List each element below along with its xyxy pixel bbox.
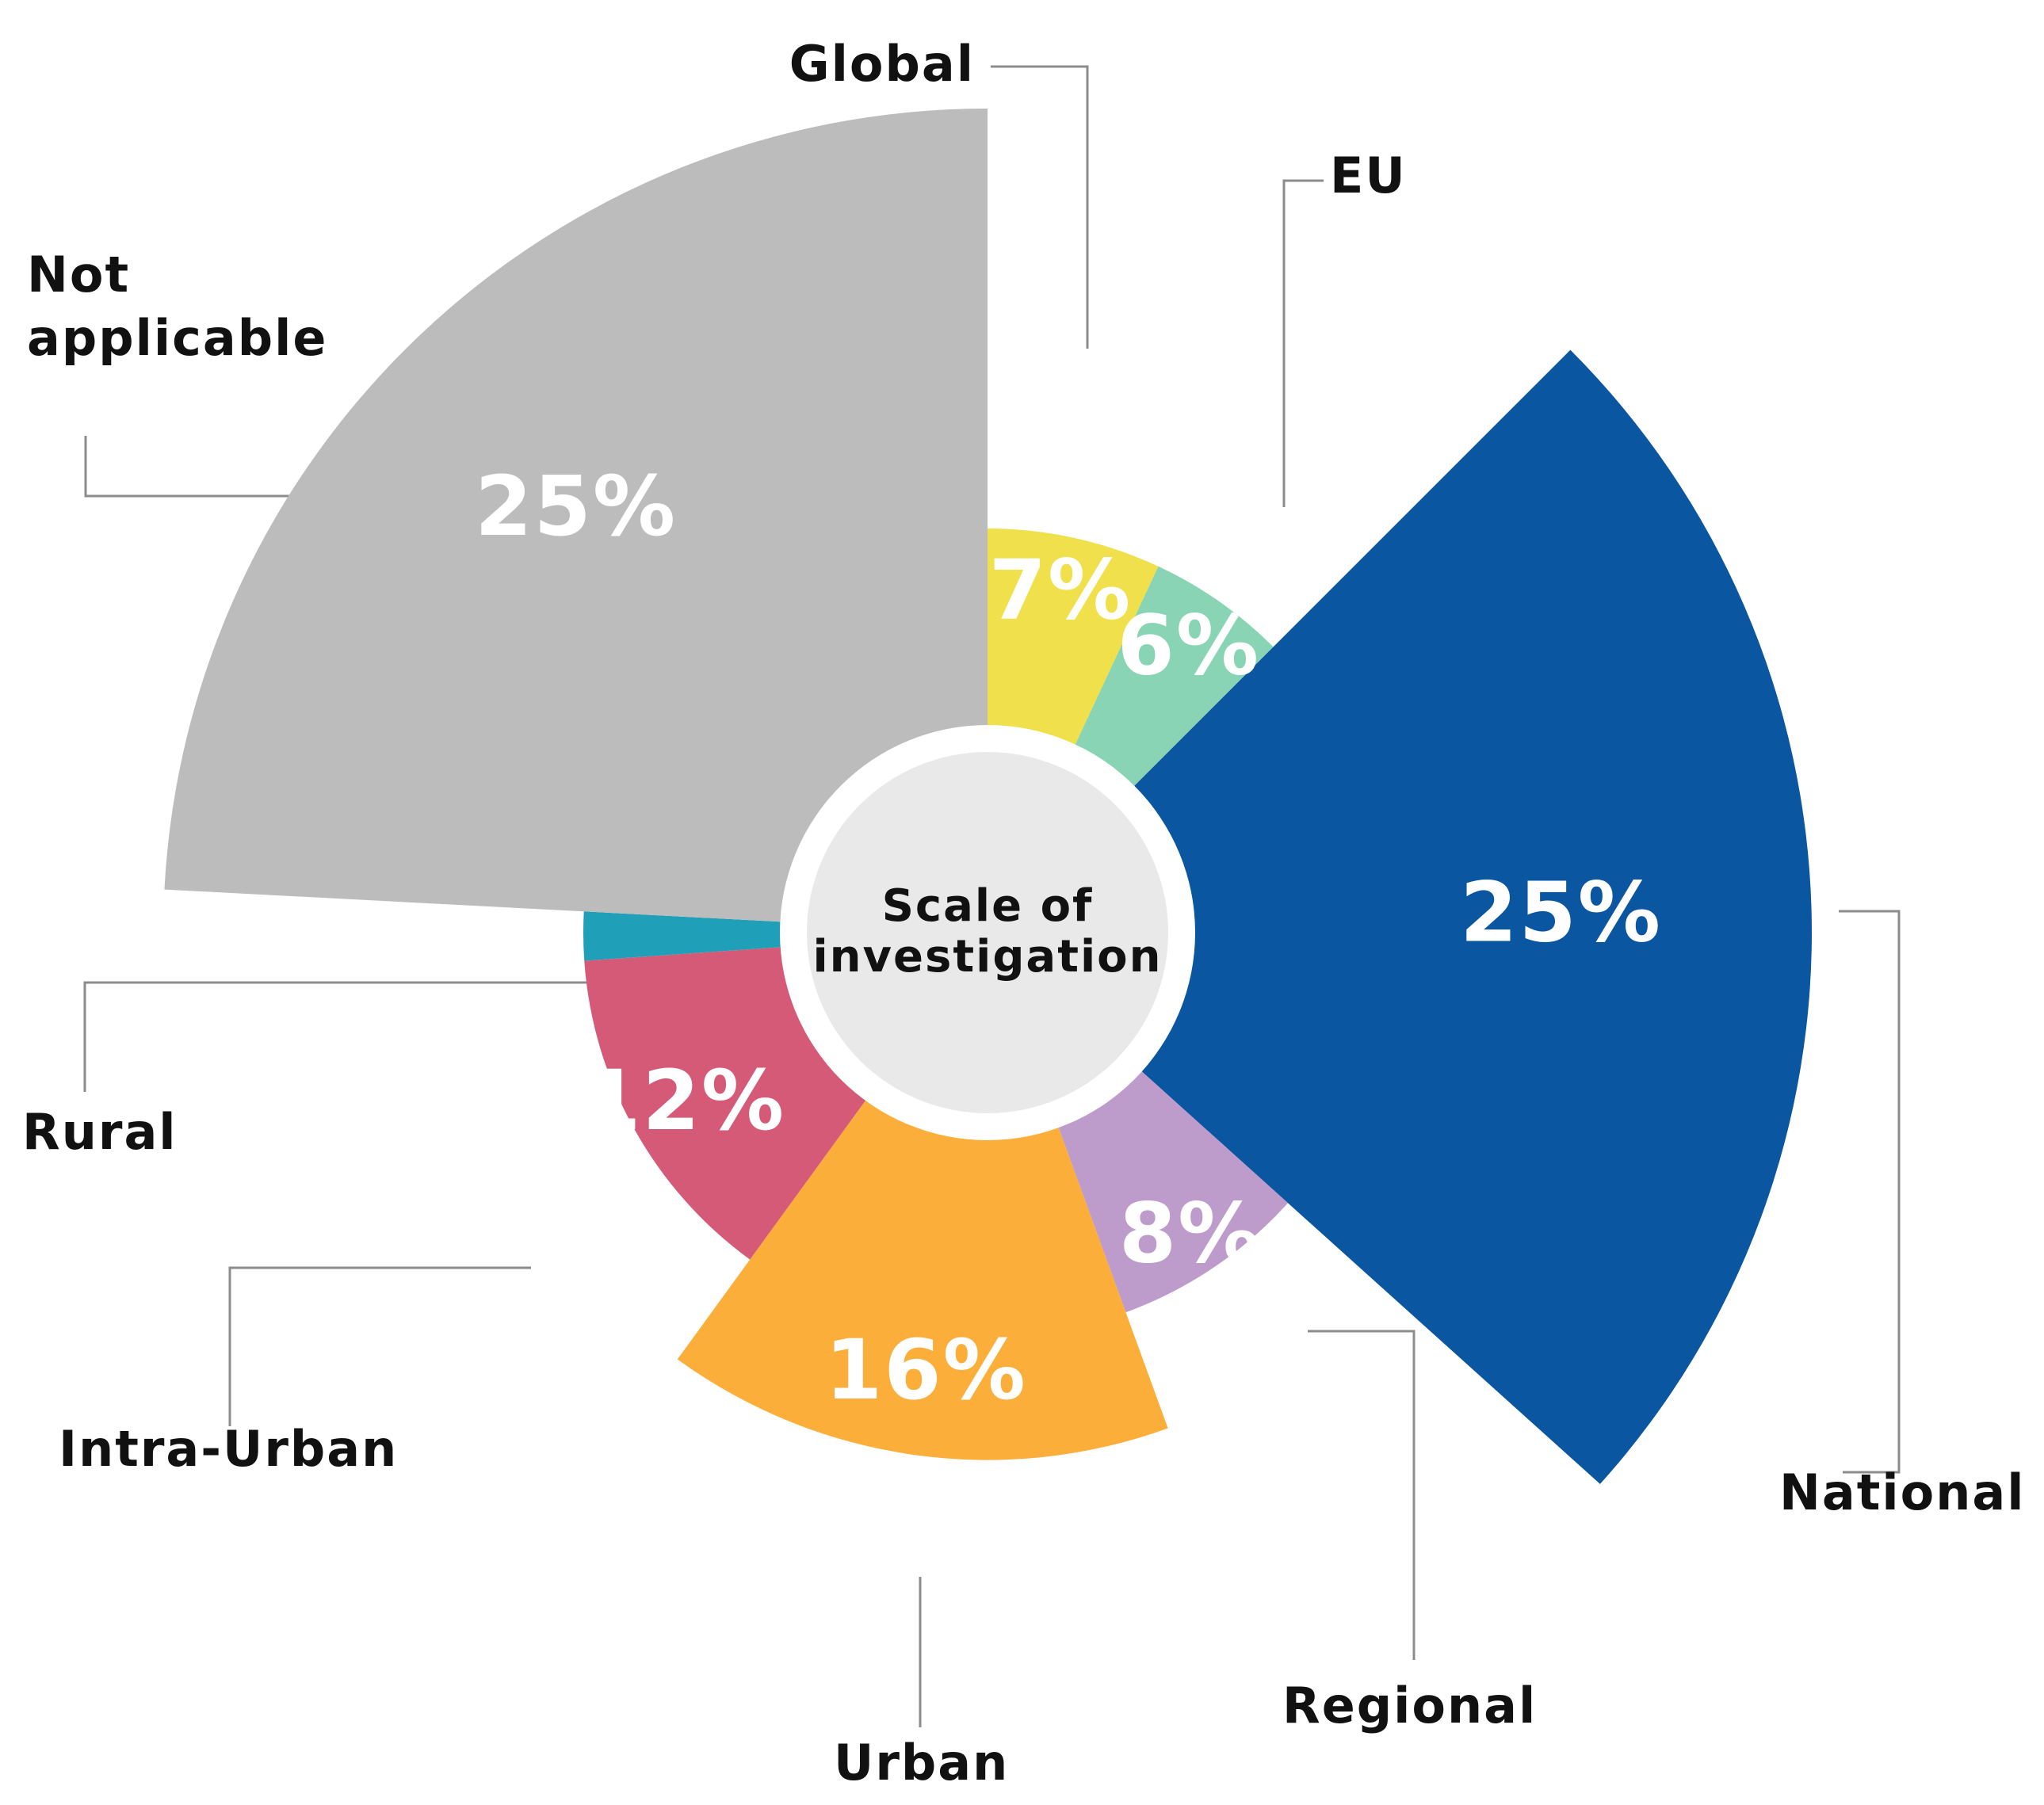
value-label-not-applicable: 25% (475, 458, 677, 555)
category-label-intra-urban: Intra-Urban (59, 1420, 398, 1478)
wedge-global (988, 529, 1159, 754)
category-label-global: Global (789, 35, 975, 93)
value-label-intra-urban: 12% (583, 1052, 785, 1149)
category-label-rural: Rural (22, 1103, 178, 1161)
center-hub-disc (807, 752, 1168, 1113)
center-label-line-1: Scale of (882, 880, 1094, 932)
category-label-line: Intra-Urban (59, 1420, 398, 1478)
leader-line-not-applicable (84, 436, 373, 498)
category-label-line: Regional (1282, 1677, 1537, 1734)
wedge-eu (1071, 566, 1274, 793)
leader-line-regional (1308, 1330, 1416, 1660)
category-label-line: applicable (27, 309, 327, 367)
leader-line-global (991, 65, 1089, 349)
wedge-not-applicable (164, 109, 988, 922)
leader-line-intra-urban (228, 1266, 531, 1426)
center-label-line-2: investigation (812, 931, 1162, 983)
chart-wedges (164, 109, 1813, 1484)
category-label-regional: Regional (1282, 1677, 1537, 1734)
wedge-national (1127, 349, 1813, 1484)
value-label-eu: 6% (1117, 597, 1260, 694)
category-label-line: Not (27, 246, 130, 303)
category-labels: Global EU National Regional Urban Intra-Urban… (22, 35, 2025, 1792)
value-label-national: 25% (1460, 864, 1662, 961)
wedge-regional (1055, 1065, 1289, 1313)
leader-line-rural (83, 981, 590, 1092)
center-hub: Scale of investigation (780, 725, 1195, 1140)
wedge-urban (677, 1093, 1168, 1460)
category-label-line: EU (1330, 147, 1407, 204)
wedge-intra-urban (584, 946, 872, 1260)
category-label-national: National (1779, 1463, 2025, 1521)
leader-lines (83, 65, 1901, 1727)
wedge-rural (583, 911, 790, 961)
leader-line-national (1839, 910, 1901, 1474)
category-label-not-applicable: Not applicable (27, 246, 327, 367)
leader-line-eu (1282, 179, 1324, 507)
value-label-regional: 8% (1119, 1185, 1263, 1282)
value-label-urban: 16% (825, 1322, 1027, 1418)
category-label-eu: EU (1330, 147, 1407, 204)
category-label-line: Urban (834, 1734, 1009, 1792)
category-label-line: Global (789, 35, 975, 93)
category-label-line: Rural (22, 1103, 178, 1161)
value-labels: 7%6% 25% 8% 16% 12% 25% (475, 458, 1662, 1418)
category-label-line: National (1779, 1463, 2025, 1521)
value-label-global: 7% (989, 541, 1133, 638)
category-label-urban: Urban (834, 1734, 1009, 1792)
